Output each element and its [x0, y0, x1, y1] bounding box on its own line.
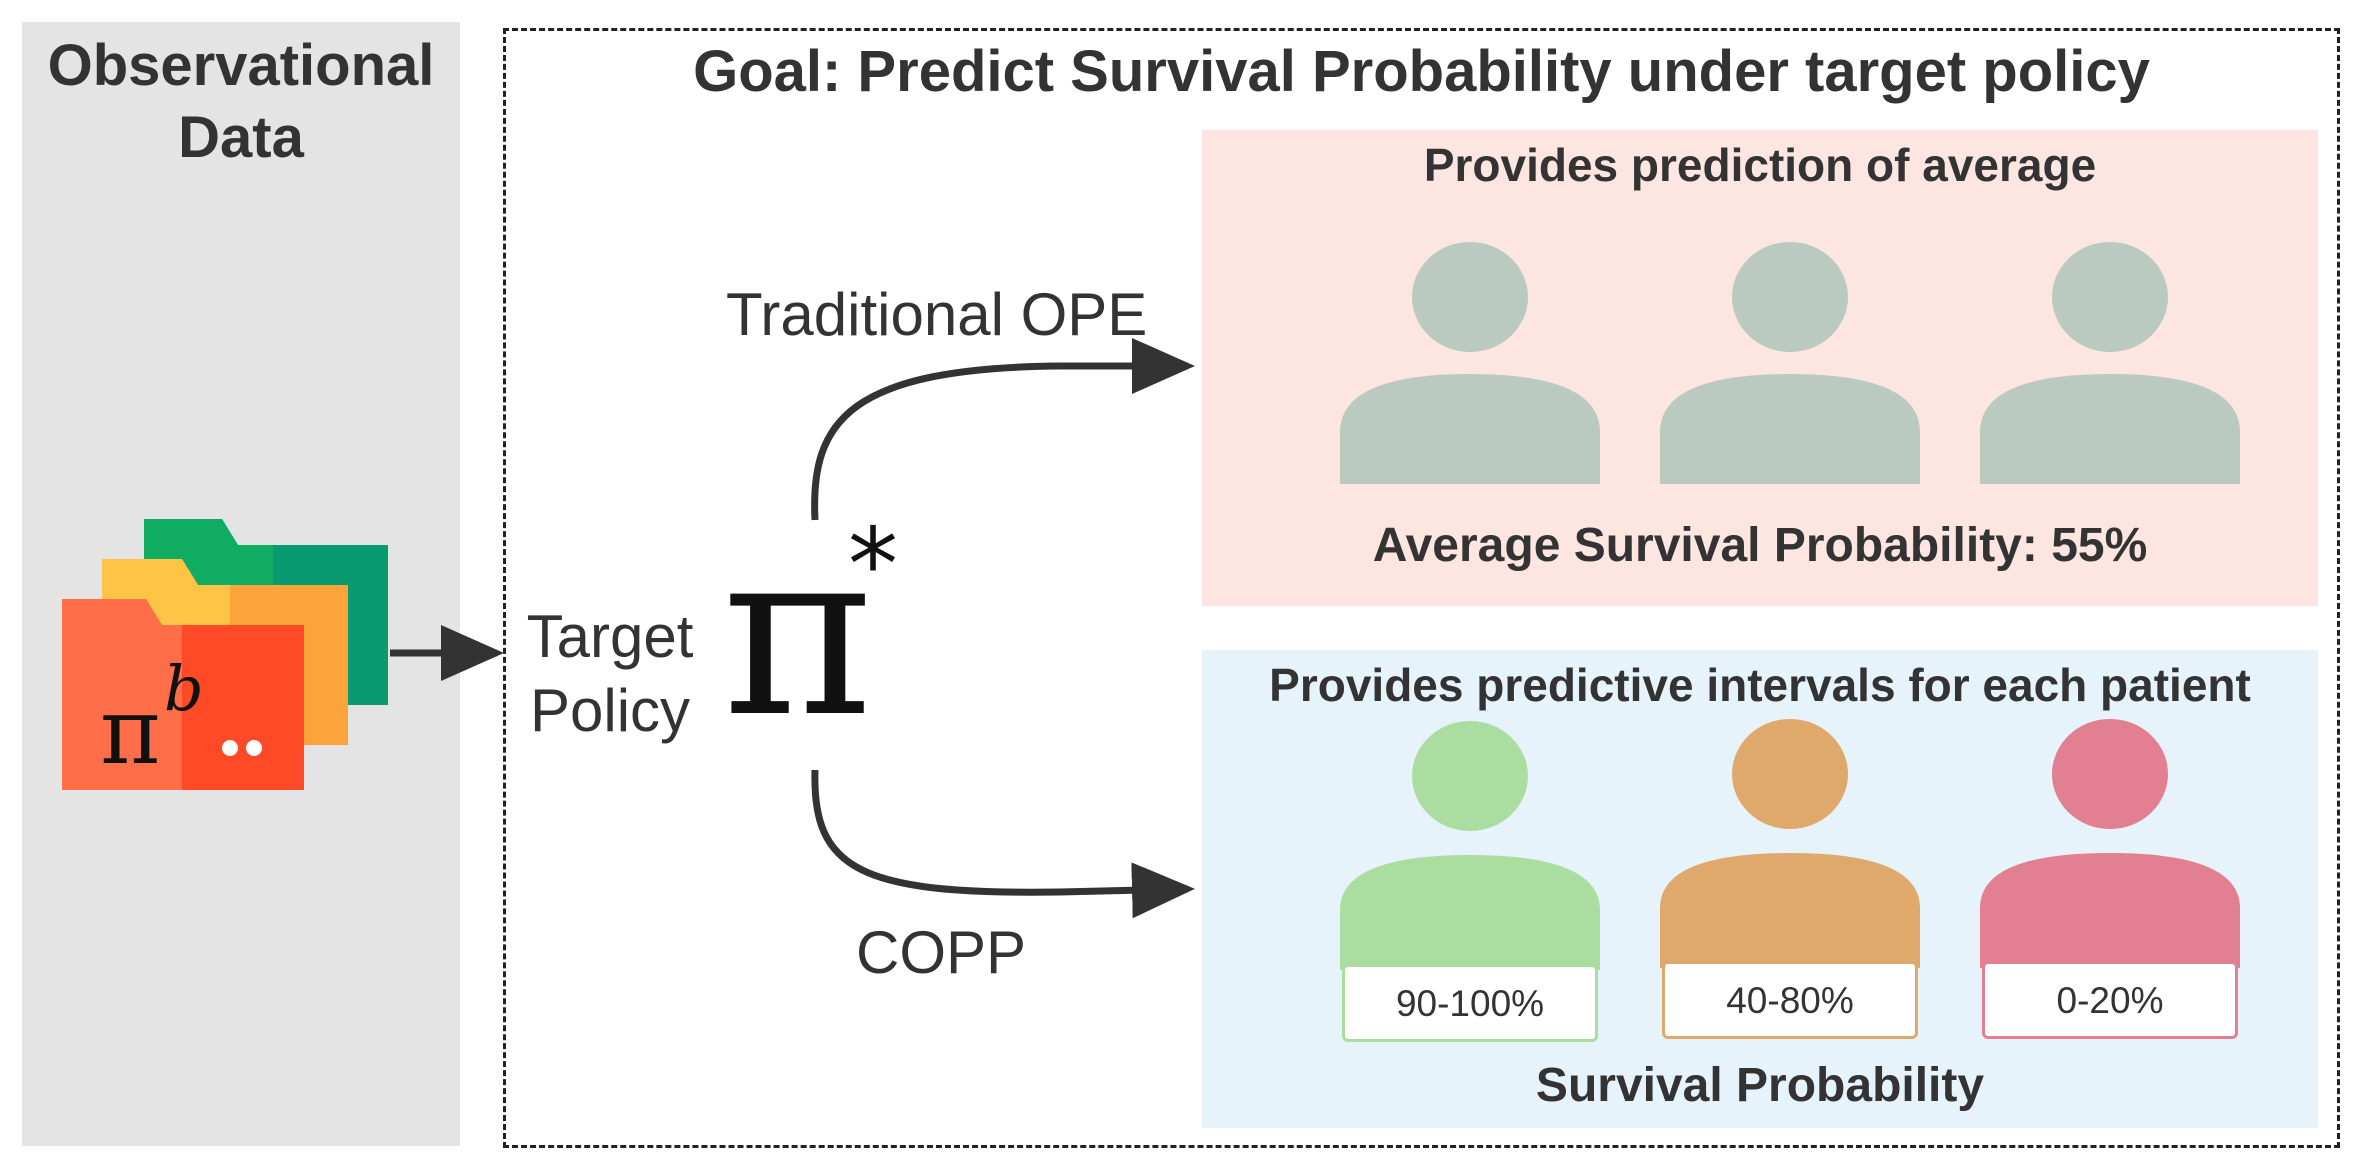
ope-person-icon-3: [1980, 242, 2240, 484]
copp-panel-heading: Provides predictive intervals for each p…: [1269, 659, 2251, 711]
target-policy-symbol: π: [722, 501, 874, 768]
interval-box-1: 90-100%: [1342, 964, 1598, 1042]
traditional-ope-label: Traditional OPE: [726, 281, 1148, 348]
interval-box-3: 0-20%: [1982, 961, 2238, 1039]
copp-person-icon-2: [1660, 719, 1920, 968]
traditional-ope-arrow: [811, 338, 1195, 521]
observational-title-line1: Observational: [47, 33, 435, 98]
copp-label: COPP: [856, 919, 1027, 986]
target-policy-line2: Policy: [529, 677, 691, 744]
interval-box-2: 40-80%: [1662, 961, 1918, 1039]
behavior-policy-symbol: π: [100, 678, 160, 785]
target-policy-superscript: *: [848, 506, 898, 623]
target-policy-label: Target Policy: [520, 600, 700, 748]
observational-title-line2: Data: [178, 105, 304, 170]
copp-person-icon-3: [1980, 719, 2240, 968]
goal-frame: [503, 28, 2340, 1148]
ope-person-icon-2: [1660, 242, 1920, 484]
observational-data-title: Observational Data: [22, 30, 460, 174]
copp-arrow: [811, 769, 1195, 919]
goal-title: Goal: Predict Survival Probability under…: [693, 39, 2150, 104]
ope-panel-heading: Provides prediction of average: [1423, 139, 2097, 191]
ope-panel: [1202, 130, 2318, 606]
ope-panel-footer: Average Survival Probability: 55%: [1372, 519, 2148, 572]
behavior-policy-superscript: b: [164, 652, 204, 725]
data-folders-icon: π b: [62, 519, 388, 790]
target-policy-line1: Target: [526, 603, 694, 670]
ope-person-icon-1: [1340, 242, 1600, 484]
copp-person-icon-1: [1340, 721, 1600, 970]
copp-panel-footer: Survival Probability: [1535, 1059, 1985, 1112]
